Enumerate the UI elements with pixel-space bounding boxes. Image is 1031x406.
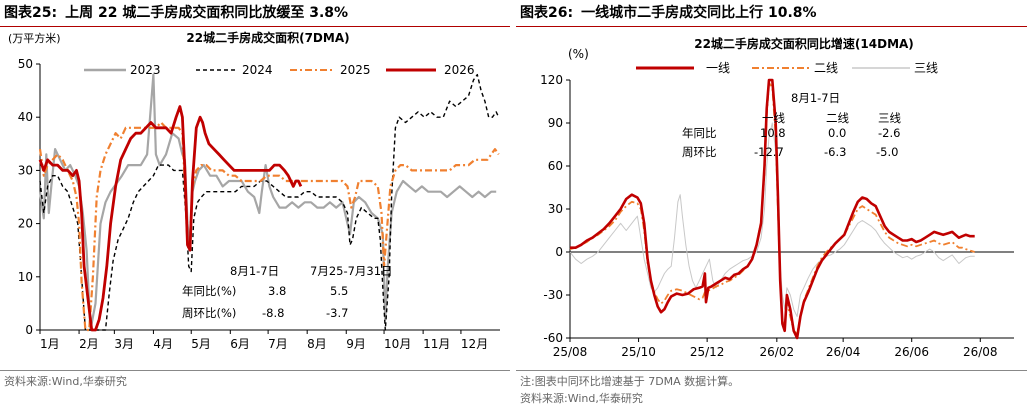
x-tick-label: 25/10 — [621, 345, 656, 359]
right-table-row1-v2: 0.0 — [828, 126, 846, 140]
right-table-row2-v3: -5.0 — [876, 145, 898, 159]
x-tick-label: 26/08 — [963, 345, 998, 359]
left-table-col1: 8月1-7日 — [230, 264, 279, 278]
y-tick-label: 20 — [18, 217, 33, 231]
right-table-row2-label: 周环比 — [682, 145, 717, 159]
right-table-row2-v2: -6.3 — [824, 145, 846, 159]
left-table-row2-v2: -3.7 — [326, 306, 348, 320]
right-figure-title: 图表26: 一线城市二手房成交同比上行 10.8% — [520, 2, 825, 22]
x-tick-label: 26/02 — [760, 345, 795, 359]
x-tick-label: 2月 — [79, 337, 99, 351]
right-panel: 图表26: 一线城市二手房成交同比上行 10.8% 22城二手房成交面积同比增速(… — [516, 0, 1031, 405]
left-series-lines — [38, 73, 500, 332]
left-table-row1-label: 年同比(%) — [182, 284, 236, 298]
left-unit-label: (万平方米) — [8, 31, 61, 45]
y-tick-label: 120 — [540, 73, 563, 87]
right-table-c2: 二线 — [826, 111, 849, 125]
x-tick-label: 5月 — [191, 337, 211, 351]
x-tick-label: 9月 — [346, 337, 366, 351]
x-tick-label: 6月 — [230, 337, 250, 351]
series-line-0 — [38, 73, 497, 332]
right-stats-table: 8月1-7日 一线 二线 三线 年同比 10.8 0.0 -2.6 周环比 -1… — [682, 91, 901, 159]
left-table-row2-v1: -8.8 — [262, 306, 284, 320]
left-table-col2: 7月25-7月31日 — [310, 264, 393, 278]
left-footer-rule — [0, 370, 510, 371]
legend-label-2026: 2026 — [444, 63, 475, 77]
right-table-c1: 一线 — [762, 111, 785, 125]
right-table-row1-label: 年同比 — [682, 126, 717, 140]
right-unit-label: (%) — [568, 47, 589, 61]
right-chart: 22城二手房成交面积同比增速(14DMA) (%) -60 -30 0 30 60 90 1… — [540, 36, 1014, 359]
legend-label-2025: 2025 — [340, 63, 371, 77]
y-tick-label: 50 — [18, 57, 33, 71]
y-tick-label: 30 — [548, 202, 563, 216]
right-table-header: 8月1-7日 — [791, 91, 840, 105]
left-figure-title: 图表25: 上周 22 城二手房成交面积同比放缓至 3.8% — [4, 2, 356, 22]
y-tick-label: 0 — [555, 245, 563, 259]
x-tick-label: 26/04 — [826, 345, 861, 359]
x-tick-label: 3月 — [114, 337, 134, 351]
right-title-rule — [516, 26, 1027, 27]
left-stats-table: 8月1-7日 7月25-7月31日 年同比(%) 3.8 5.5 周环比(%) … — [182, 264, 393, 320]
right-figure-caption: 一线城市二手房成交同比上行 10.8% — [581, 5, 817, 21]
series-line-1 — [39, 73, 500, 331]
right-table-row2-v1: -12.7 — [754, 145, 784, 159]
x-tick-label: 4月 — [153, 337, 173, 351]
right-plot-area: -60 -30 0 30 60 90 120 25/08 25/10 25/12 26/02 26/0… — [540, 73, 1014, 359]
right-note: 注:图表中同环比增速基于 7DMA 数据计算。 — [520, 375, 740, 388]
right-footer-rule — [516, 370, 1027, 371]
x-tick-label: 10月 — [384, 337, 411, 351]
left-figure-caption: 上周 22 城二手房成交面积同比放缓至 3.8% — [65, 5, 349, 21]
left-chart-title: 22城二手房成交面积(7DMA) — [186, 30, 349, 45]
right-table-row1-v3: -2.6 — [878, 126, 900, 140]
series-line-3 — [38, 105, 303, 332]
y-tick-label: -60 — [543, 331, 563, 345]
right-table-row1-v1: 10.8 — [760, 126, 786, 140]
right-legend: 一线 二线 三线 — [636, 61, 938, 75]
left-title-rule — [0, 26, 510, 27]
left-table-row2-label: 周环比(%) — [182, 306, 236, 320]
legend-label-2023: 2023 — [130, 63, 161, 77]
left-plot-area: 0 10 20 30 40 50 1月 2月 3月 4月 5月 6月 7月 8月 9月 10月 11月 12月 — [18, 57, 500, 351]
left-panel: 图表25: 上周 22 城二手房成交面积同比放缓至 3.8% (万平方米) 22城… — [0, 0, 514, 403]
series-line-0 — [570, 78, 975, 340]
x-tick-label: 25/12 — [690, 345, 725, 359]
legend-label-tier1: 一线 — [706, 61, 730, 75]
right-chart-title: 22城二手房成交面积同比增速(14DMA) — [694, 36, 914, 51]
legend-label-2024: 2024 — [242, 63, 273, 77]
x-tick-label: 8月 — [307, 337, 327, 351]
right-source: 资料来源:Wind,华泰研究 — [520, 392, 643, 405]
left-figure-number: 图表25: — [4, 5, 58, 21]
right-table-c3: 三线 — [878, 111, 901, 125]
y-tick-label: 90 — [548, 116, 563, 130]
series-line-2 — [38, 121, 500, 332]
y-tick-label: 10 — [18, 270, 33, 284]
x-tick-label: 26/06 — [894, 345, 929, 359]
x-tick-label: 1月 — [40, 337, 60, 351]
right-series-lines — [569, 78, 975, 340]
left-table-row1-v1: 3.8 — [268, 284, 286, 298]
x-tick-label: 25/08 — [553, 345, 588, 359]
legend-label-tier2: 二线 — [814, 61, 838, 75]
x-tick-label: 11月 — [423, 337, 450, 351]
x-tick-label: 7月 — [268, 337, 288, 351]
y-tick-label: 30 — [18, 163, 33, 177]
left-source: 资料来源:Wind,华泰研究 — [4, 375, 127, 388]
left-chart: (万平方米) 22城二手房成交面积(7DMA) 0 10 20 30 40 50 1月 2月 3… — [8, 30, 500, 351]
y-tick-label: 40 — [18, 110, 33, 124]
x-tick-label: 12月 — [461, 337, 488, 351]
left-table-row1-v2: 5.5 — [330, 284, 348, 298]
legend-label-tier3: 三线 — [914, 61, 938, 75]
right-figure-number: 图表26: — [520, 5, 574, 21]
y-tick-label: 0 — [25, 323, 33, 337]
y-tick-label: 60 — [548, 159, 563, 173]
y-tick-label: -30 — [543, 288, 563, 302]
left-legend: 2023 2024 2025 2026 — [84, 63, 475, 77]
